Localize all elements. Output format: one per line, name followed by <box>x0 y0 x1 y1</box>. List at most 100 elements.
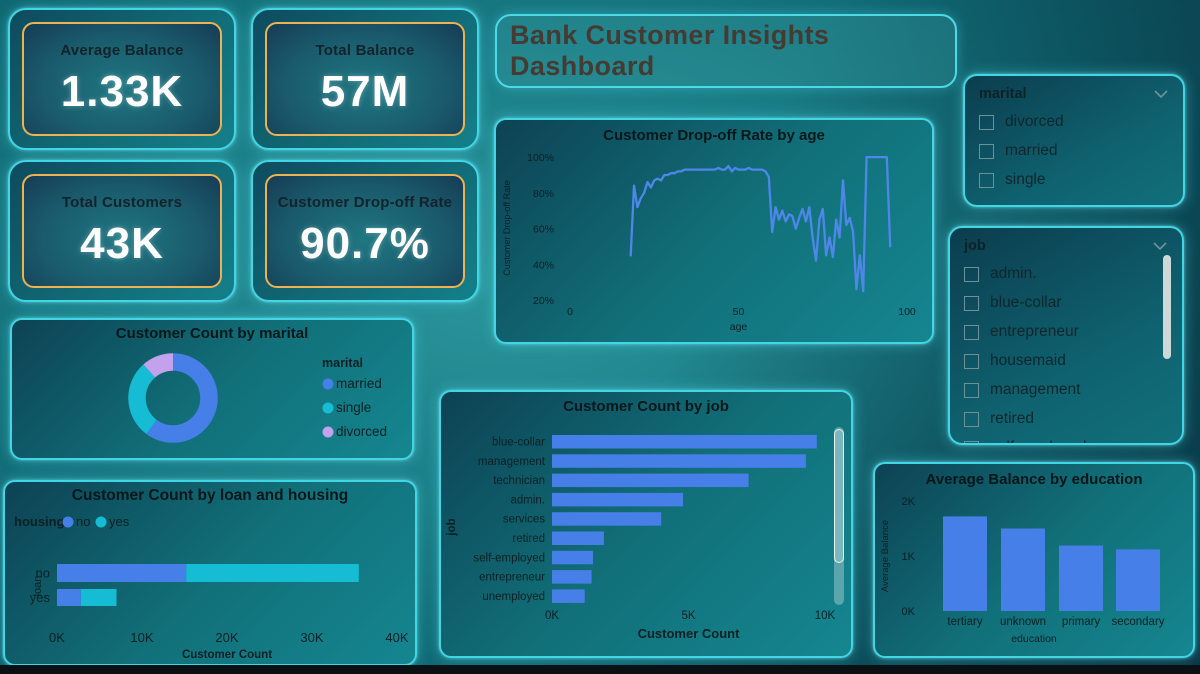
bar-job-unemployed[interactable] <box>552 589 585 603</box>
slicer-item-married[interactable]: married <box>979 142 1169 160</box>
y-axis-label: Average Balance <box>880 520 891 592</box>
chart-title: Customer Count by job <box>563 398 729 415</box>
legend-dot-divorced[interactable] <box>322 426 334 438</box>
x-tick: 100 <box>898 306 916 318</box>
chart-title: Average Balance by education <box>925 471 1142 488</box>
legend-dot-no[interactable] <box>62 516 74 528</box>
bar-job-self-employed[interactable] <box>552 550 593 565</box>
bar-job-entrepreneur[interactable] <box>552 570 592 584</box>
bar-job-retired[interactable] <box>552 531 604 546</box>
bar-job-management[interactable] <box>552 454 806 468</box>
x-axis-label: age <box>730 321 748 333</box>
checkbox-icon[interactable] <box>979 114 994 130</box>
checkbox-icon[interactable] <box>964 382 979 398</box>
slicer-item-label: self-employed <box>990 439 1087 443</box>
kpi-card-average-balance[interactable]: Average Balance 1.33K <box>8 8 236 150</box>
marital-slicer-header: marital <box>979 86 1027 102</box>
category-label-primary: primary <box>1062 616 1101 628</box>
x-tick: 0K <box>545 610 559 622</box>
bar-education-unknown[interactable] <box>1001 528 1045 612</box>
category-label-unemployed: unemployed <box>482 591 545 603</box>
bar-loan-yes-housing-no[interactable] <box>57 589 81 606</box>
count-by-job-chart: Customer Count by job blue-collar manageme… <box>446 398 836 641</box>
category-label-entrepreneur: entrepreneur <box>479 572 545 584</box>
bar-job-admin.[interactable] <box>552 492 684 507</box>
slicer-item-retired[interactable]: retired <box>964 410 1168 428</box>
slicer-item-self-employed[interactable]: self-employed <box>964 439 1168 443</box>
dropoff-line-series[interactable] <box>629 155 892 293</box>
slicer-item-entrepreneur[interactable]: entrepreneur <box>964 323 1168 341</box>
legend-label-yes: yes <box>109 514 130 529</box>
marital-slicer: marital divorced married single <box>963 74 1185 207</box>
bar-loan-no-housing-no[interactable] <box>57 564 187 582</box>
category-label-self-employed: self-employed <box>473 552 545 564</box>
checkbox-icon[interactable] <box>979 172 994 188</box>
checkbox-icon[interactable] <box>964 440 979 443</box>
chevron-down-icon[interactable] <box>1153 89 1169 99</box>
kpi-card-total-customers[interactable]: Total Customers 43K <box>8 160 236 302</box>
checkbox-icon[interactable] <box>964 266 979 282</box>
kpi-card-total-balance[interactable]: Total Balance 57M <box>251 8 479 150</box>
slicer-item-divorced[interactable]: divorced <box>979 113 1169 131</box>
x-tick: 0K <box>49 630 65 645</box>
slicer-item-management[interactable]: management <box>964 381 1168 399</box>
slicer-item-admin[interactable]: admin. <box>964 265 1168 283</box>
chevron-down-icon[interactable] <box>1152 241 1168 251</box>
bar-job-technician[interactable] <box>552 473 749 488</box>
loan-housing-chart-card[interactable]: Customer Count by loan and housing housin… <box>3 480 417 666</box>
checkbox-icon[interactable] <box>979 143 994 159</box>
category-label-management: management <box>478 456 546 468</box>
job-slicer-scrollbar[interactable] <box>1163 255 1171 359</box>
kpi-inner-frame: Total Balance 57M <box>265 22 465 136</box>
legend-dot-yes[interactable] <box>95 516 107 528</box>
checkbox-icon[interactable] <box>964 295 979 311</box>
job-chart-scrollbar-track[interactable] <box>834 427 844 605</box>
y-tick: 80% <box>533 188 554 200</box>
slicer-item-housemaid[interactable]: housemaid <box>964 352 1168 370</box>
category-label-no: no <box>36 566 50 581</box>
x-tick: 40K <box>385 630 408 645</box>
bar-education-secondary[interactable] <box>1116 549 1160 611</box>
x-tick: 5K <box>681 610 695 622</box>
checkbox-icon[interactable] <box>964 411 979 427</box>
chart-title: Customer Count by marital <box>116 325 309 342</box>
legend-dot-married[interactable] <box>322 378 334 390</box>
job-slicer-items: admin. blue-collar entrepreneur housemaid ma… <box>964 265 1168 443</box>
education-chart-card[interactable]: Average Balance by education 0K 1K 2K Averag… <box>873 462 1195 658</box>
bar-job-services[interactable] <box>552 512 662 526</box>
checkbox-icon[interactable] <box>964 353 979 369</box>
x-tick: 30K <box>300 630 323 645</box>
kpi-label: Customer Drop-off Rate <box>277 193 453 211</box>
page-title: Bank Customer Insights Dashboard <box>510 20 830 81</box>
checkbox-icon[interactable] <box>964 324 979 340</box>
dropoff-by-age-chart: Customer Drop-off Rate by age 20% 40% 60% 80… <box>502 127 916 333</box>
x-axis-label: Customer Count <box>638 626 741 641</box>
bar-loan-yes-housing-yes[interactable] <box>80 589 117 606</box>
bar-education-primary[interactable] <box>1059 545 1103 611</box>
line-chart-card[interactable]: Customer Drop-off Rate by age 20% 40% 60% 80… <box>494 118 934 344</box>
legend-title: housing <box>14 514 65 529</box>
donut-chart-card[interactable]: Customer Count by marital marital married s… <box>10 318 414 460</box>
legend-label-married: married <box>336 376 382 391</box>
slicer-item-label: housemaid <box>990 352 1066 369</box>
slicer-item-label: entrepreneur <box>990 323 1079 340</box>
legend-dot-single[interactable] <box>322 402 334 414</box>
slicer-item-single[interactable]: single <box>979 171 1169 189</box>
legend-label-single: single <box>336 400 371 415</box>
slicer-item-label: single <box>1005 171 1046 188</box>
slicer-item-blue-collar[interactable]: blue-collar <box>964 294 1168 312</box>
bottom-edge-bar <box>0 665 1200 674</box>
y-tick: 2K <box>902 496 916 508</box>
bar-loan-no-housing-yes[interactable] <box>186 564 359 582</box>
kpi-card-dropoff-rate[interactable]: Customer Drop-off Rate 90.7% <box>251 160 479 302</box>
job-chart-card[interactable]: Customer Count by job blue-collar manageme… <box>439 390 853 658</box>
slicer-item-label: admin. <box>990 265 1037 282</box>
donut-segment-single[interactable] <box>128 353 218 443</box>
slicer-item-label: management <box>990 381 1081 398</box>
kpi-value: 57M <box>320 66 410 116</box>
donut-segment-divorced[interactable] <box>128 353 218 443</box>
bar-job-blue-collar[interactable] <box>552 435 817 449</box>
bar-education-tertiary[interactable] <box>943 516 987 611</box>
job-chart-scrollbar-thumb[interactable] <box>834 429 844 563</box>
